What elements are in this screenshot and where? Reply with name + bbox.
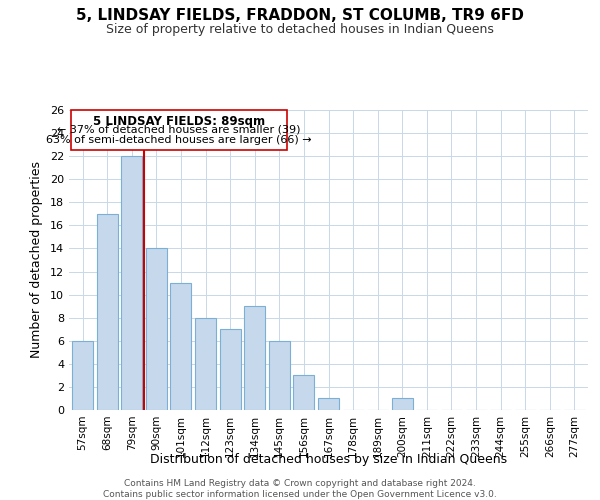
Text: Distribution of detached houses by size in Indian Queens: Distribution of detached houses by size …	[150, 452, 508, 466]
Text: 5, LINDSAY FIELDS, FRADDON, ST COLUMB, TR9 6FD: 5, LINDSAY FIELDS, FRADDON, ST COLUMB, T…	[76, 8, 524, 22]
Text: 5 LINDSAY FIELDS: 89sqm: 5 LINDSAY FIELDS: 89sqm	[93, 114, 265, 128]
Bar	[392, 398, 413, 410]
Bar	[71, 110, 287, 150]
Bar	[244, 306, 265, 410]
Text: ← 37% of detached houses are smaller (39): ← 37% of detached houses are smaller (39…	[58, 125, 301, 135]
Bar	[170, 283, 191, 410]
Bar	[97, 214, 118, 410]
Y-axis label: Number of detached properties: Number of detached properties	[30, 162, 43, 358]
Text: 63% of semi-detached houses are larger (66) →: 63% of semi-detached houses are larger (…	[46, 136, 312, 145]
Bar	[293, 376, 314, 410]
Bar	[72, 341, 93, 410]
Text: Contains HM Land Registry data © Crown copyright and database right 2024.: Contains HM Land Registry data © Crown c…	[124, 479, 476, 488]
Bar	[318, 398, 339, 410]
Bar	[220, 329, 241, 410]
Bar	[195, 318, 216, 410]
Text: Size of property relative to detached houses in Indian Queens: Size of property relative to detached ho…	[106, 22, 494, 36]
Bar	[146, 248, 167, 410]
Bar	[121, 156, 142, 410]
Bar	[269, 341, 290, 410]
Text: Contains public sector information licensed under the Open Government Licence v3: Contains public sector information licen…	[103, 490, 497, 499]
